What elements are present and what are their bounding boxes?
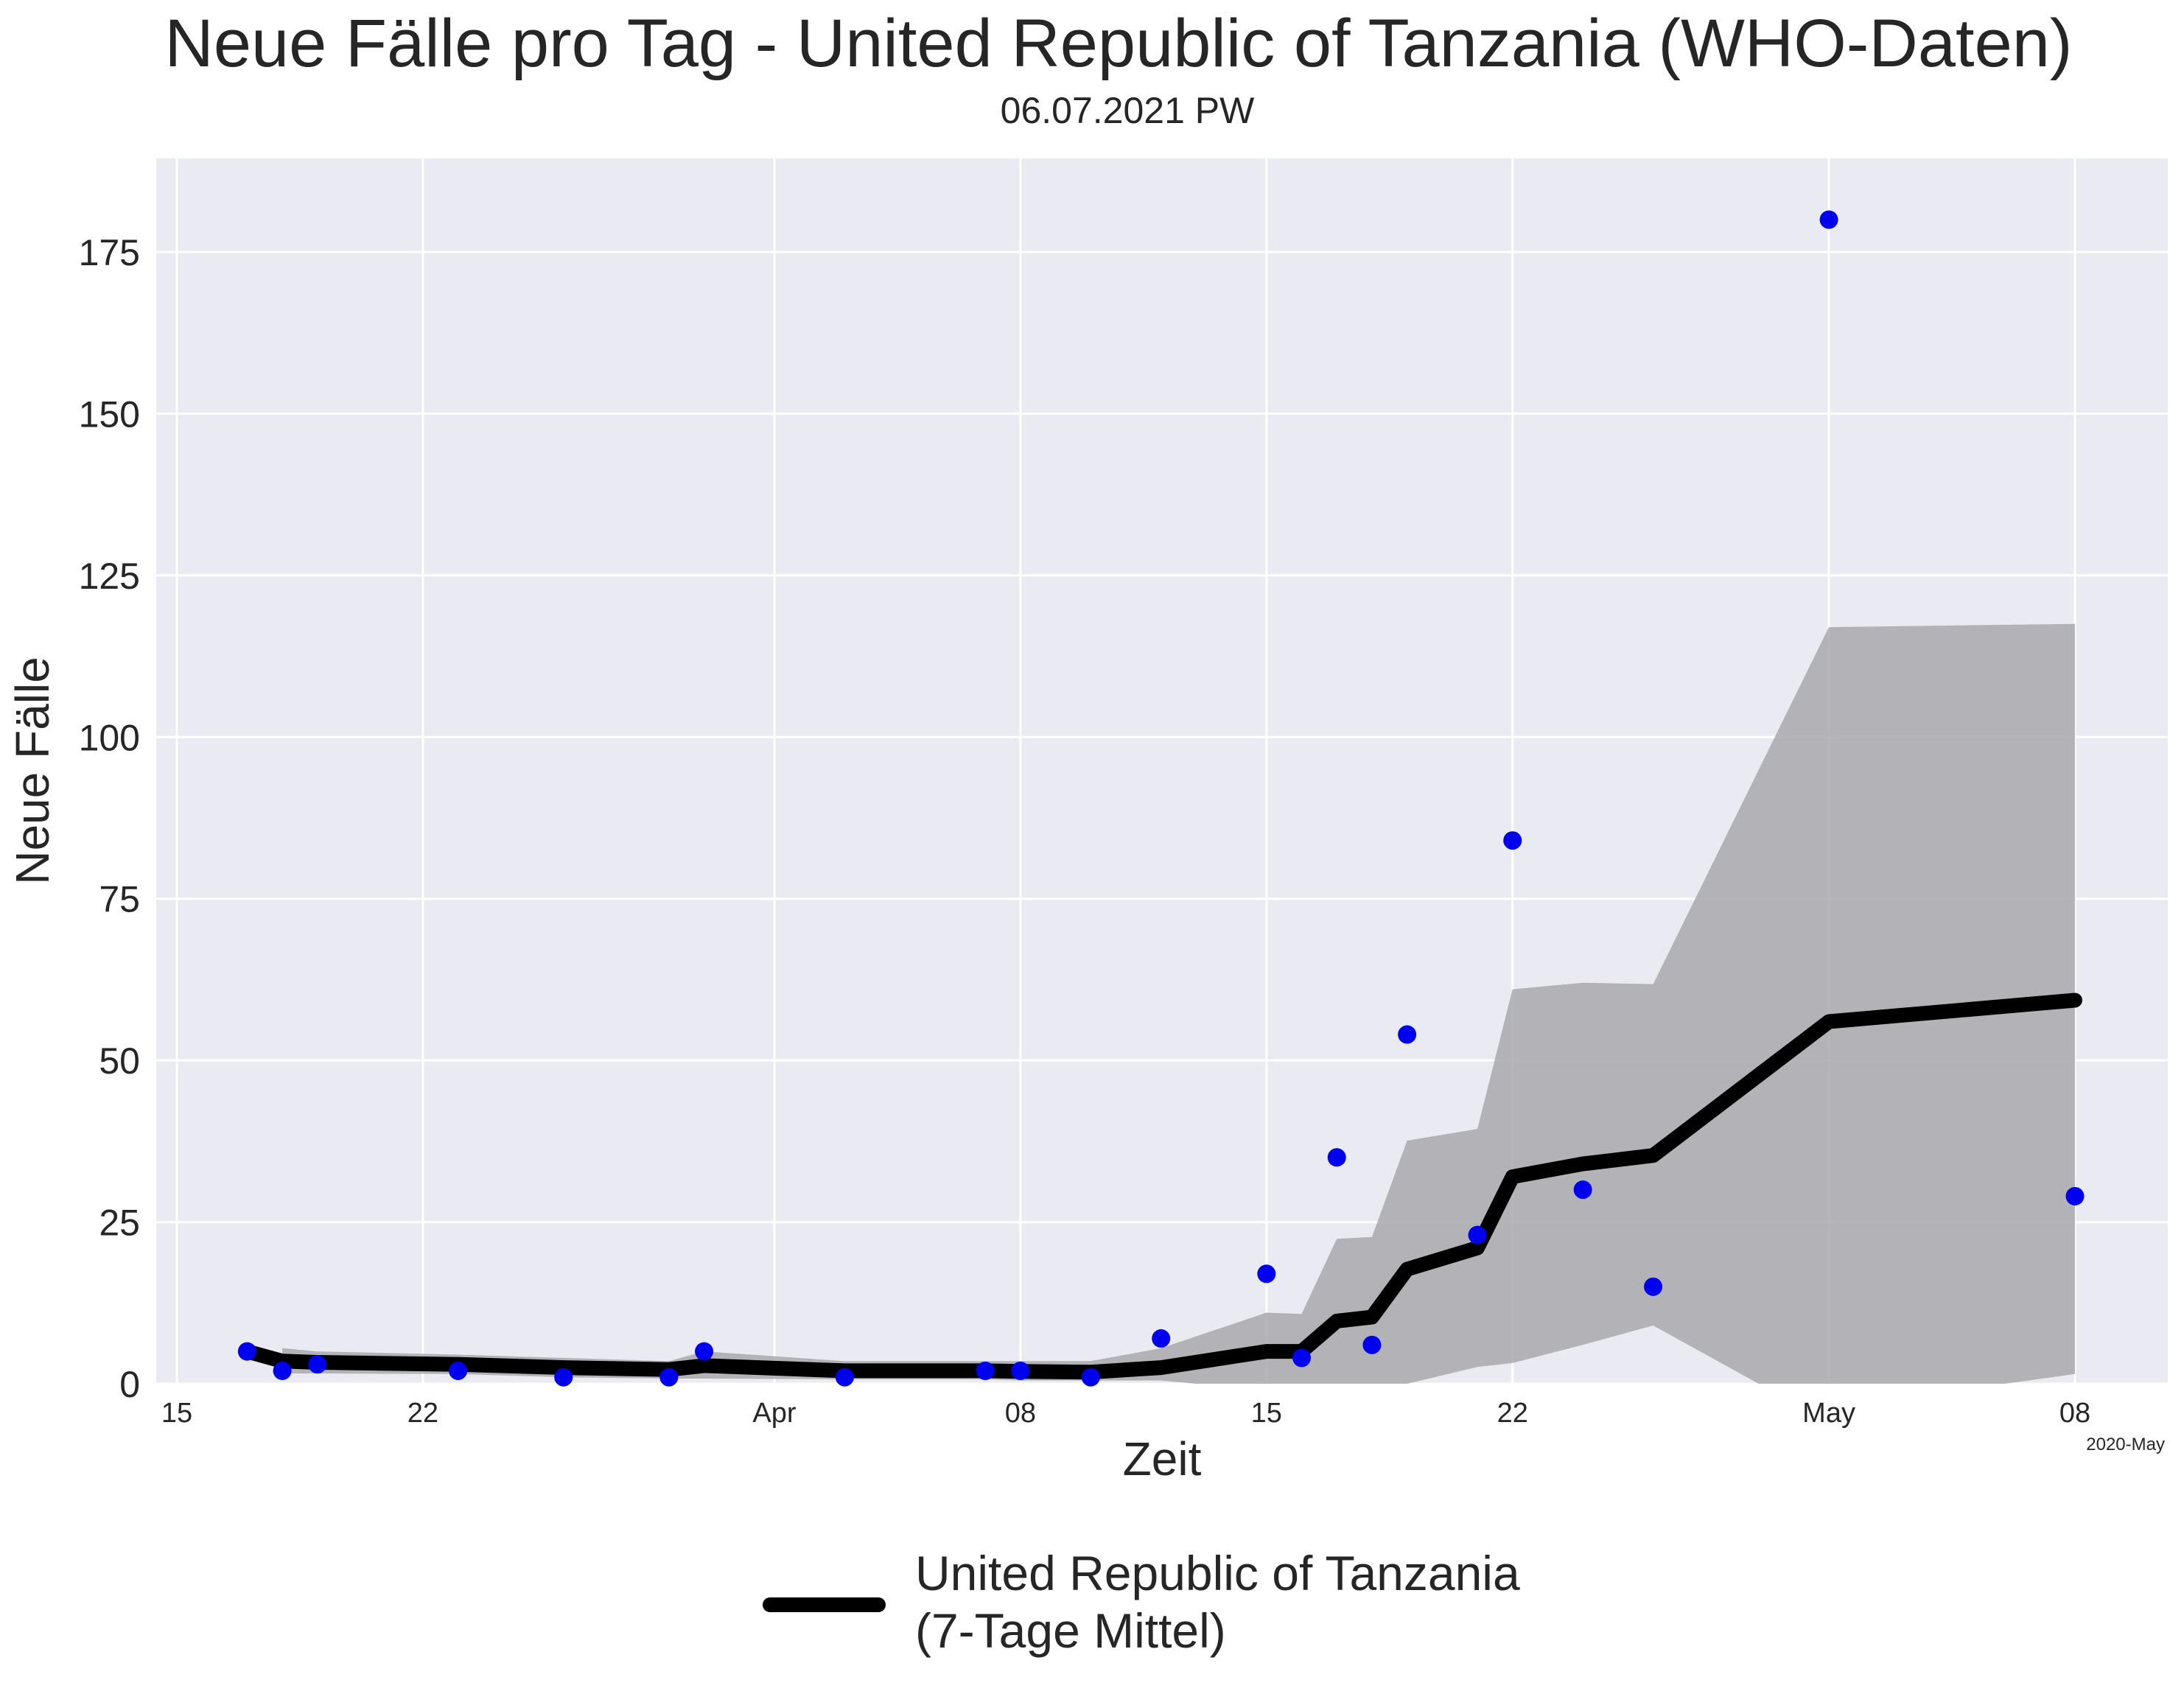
data-point-7 xyxy=(835,1368,854,1387)
y-tick-label-0: 0 xyxy=(119,1364,140,1405)
data-point-22 xyxy=(2065,1186,2085,1205)
chart-title: Neue Fälle pro Tag - United Republic of … xyxy=(164,6,2072,81)
x-axis-label: Zeit xyxy=(1123,1432,1202,1485)
y-axis-ticks: 0 25 50 75 100 125 150 175 xyxy=(79,232,140,1405)
data-point-8 xyxy=(976,1361,995,1380)
data-point-19 xyxy=(1573,1180,1592,1200)
x-tick-label-3: 08 xyxy=(1005,1398,1036,1429)
legend: United Republic of Tanzania (7-Tage Mitt… xyxy=(763,1546,1520,1658)
data-points-layer xyxy=(237,210,2085,1387)
data-point-4 xyxy=(554,1368,573,1387)
data-point-2 xyxy=(308,1355,327,1374)
chart-subtitle: 06.07.2021 PW xyxy=(1001,90,1255,131)
x-axis-offset-label: 2020-May xyxy=(2086,1435,2165,1454)
legend-label-line1: United Republic of Tanzania xyxy=(915,1546,1520,1600)
x-tick-label-0: 15 xyxy=(161,1398,192,1429)
x-tick-label-5: 22 xyxy=(1497,1398,1528,1429)
mean-line-layer xyxy=(239,992,2082,1380)
x-tick-label-1: 22 xyxy=(407,1398,438,1429)
x-tick-label-6: May xyxy=(1802,1398,1855,1429)
data-point-9 xyxy=(1011,1361,1030,1380)
x-axis-ticks: 15 22 Apr 08 15 22 May 08 xyxy=(161,1398,2090,1429)
y-tick-label-3: 75 xyxy=(99,879,140,920)
y-tick-label-1: 25 xyxy=(99,1202,140,1244)
confidence-band-layer xyxy=(282,623,2075,1384)
mean-line xyxy=(239,992,2082,1380)
data-point-18 xyxy=(1503,831,1522,850)
data-point-17 xyxy=(1468,1225,1487,1244)
y-tick-label-6: 150 xyxy=(79,393,140,435)
x-tick-label-7: 08 xyxy=(2059,1398,2090,1429)
data-point-12 xyxy=(1257,1264,1276,1284)
x-tick-label-2: Apr xyxy=(752,1398,796,1429)
data-point-21 xyxy=(1819,210,1838,229)
y-tick-label-4: 100 xyxy=(79,717,140,758)
data-point-1 xyxy=(273,1361,292,1380)
data-point-16 xyxy=(1398,1025,1417,1044)
data-point-3 xyxy=(449,1361,468,1380)
data-point-10 xyxy=(1081,1368,1100,1387)
data-point-15 xyxy=(1362,1335,1382,1354)
data-point-20 xyxy=(1644,1277,1663,1296)
y-tick-label-5: 125 xyxy=(79,556,140,597)
data-point-0 xyxy=(237,1342,256,1361)
x-tick-label-4: 15 xyxy=(1251,1398,1282,1429)
y-tick-label-7: 175 xyxy=(79,232,140,273)
legend-label-line2: (7-Tage Mittel) xyxy=(915,1603,1226,1658)
confidence-band xyxy=(282,623,2075,1384)
data-point-6 xyxy=(695,1342,714,1361)
y-axis-label: Neue Fälle xyxy=(6,657,59,885)
data-point-5 xyxy=(659,1368,679,1387)
y-tick-label-2: 50 xyxy=(99,1040,140,1082)
data-point-11 xyxy=(1152,1329,1171,1348)
data-point-13 xyxy=(1292,1348,1312,1368)
data-point-14 xyxy=(1327,1148,1346,1167)
